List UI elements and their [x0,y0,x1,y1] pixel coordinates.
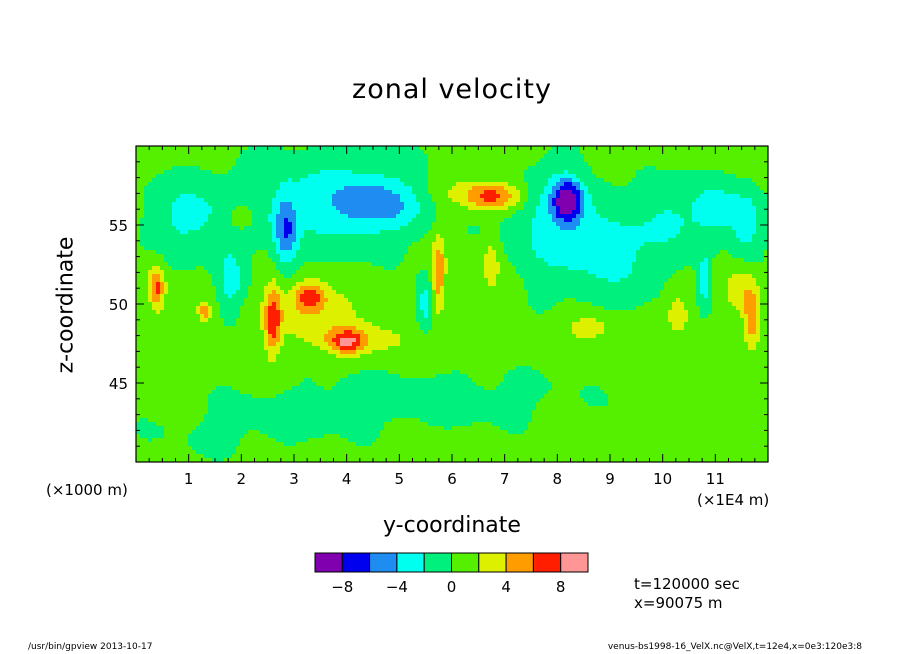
colorbar-swatch [396,552,425,573]
x-tick-label: 7 [500,470,510,488]
y-axis: 45 50 55 [109,145,768,447]
colorbar-swatch [560,552,589,573]
footer-right: venus-bs1998-16_VelX.nc@VelX,t=12e4,x=0e… [607,642,862,652]
colorbar-swatch [314,552,343,573]
x-tick-label: 4 [342,470,352,488]
y-tick-label: 55 [109,217,128,235]
x-tick-label: 5 [395,470,405,488]
x-tick-label: 11 [706,470,725,488]
x-tick-label: 3 [289,470,299,488]
position-label: x=90075 m [634,594,723,612]
colorbar: −8 −4 0 4 8 [314,552,589,596]
x-axis-scale-label: (×1E4 m) [697,491,770,509]
colorbar-swatch [451,552,480,573]
colorbar-tick-label: −8 [331,578,353,596]
colorbar-tick-label: −4 [386,578,408,596]
x-tick-label: 6 [447,470,457,488]
time-label: t=120000 sec [634,575,740,593]
x-tick-label: 9 [605,470,615,488]
colorbar-swatch [369,552,398,573]
y-tick-label: 50 [109,296,128,314]
colorbar-swatch [341,552,371,573]
y-axis-scale-label: (×1000 m) [46,481,128,499]
x-tick-label: 10 [653,470,672,488]
y-axis-label: z-coordinate [53,236,79,374]
x-tick-label: 8 [553,470,563,488]
colorbar-swatch [532,552,562,573]
colorbar-swatch [478,552,507,573]
x-axis: 1 2 3 4 5 6 7 8 9 10 11 [148,146,769,488]
footer-left: /usr/bin/gpview 2013-10-17 [28,642,153,652]
x-tick-label: 2 [237,470,247,488]
colorbar-swatch [505,552,534,573]
colorbar-tick-label: 8 [556,578,566,596]
colorbar-swatch [423,552,453,573]
chart-title: zonal velocity [352,74,552,105]
y-tick-label: 45 [109,375,128,393]
x-tick-label: 1 [184,470,194,488]
contour-fill [136,146,768,462]
colorbar-tick-label: 0 [447,578,457,596]
x-axis-label: y-coordinate [383,513,521,538]
colorbar-tick-label: 4 [501,578,511,596]
